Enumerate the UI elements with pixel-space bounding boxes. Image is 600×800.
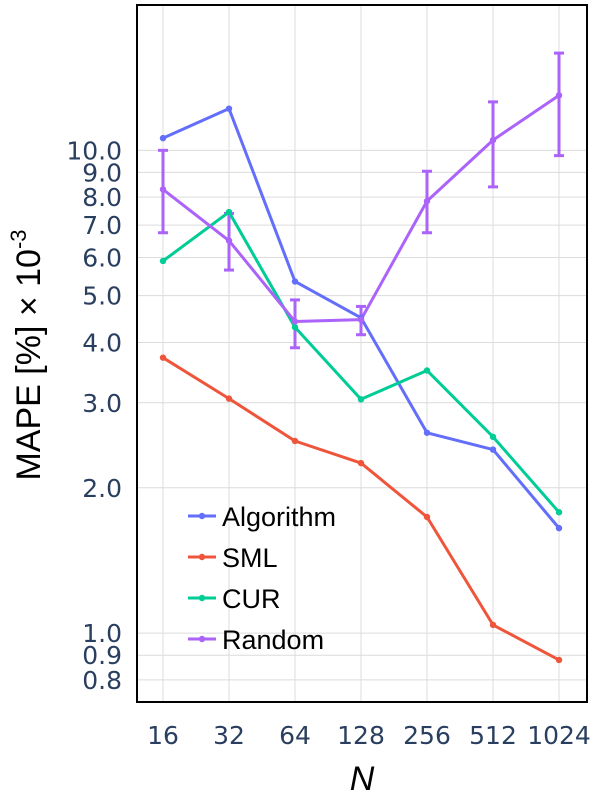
x-tick-label: 16 <box>147 721 179 750</box>
legend-item-cur: CUR <box>188 584 281 614</box>
data-point-random <box>225 237 233 244</box>
y-tick-label: 0.9 <box>82 641 122 670</box>
data-point-algorithm <box>555 524 563 532</box>
x-tick-label: 1024 <box>527 721 591 750</box>
legend-label: Random <box>222 625 324 655</box>
x-tick-label: 512 <box>469 721 517 750</box>
y-tick-label: 0.8 <box>82 666 122 695</box>
legend-marker <box>198 635 206 643</box>
error-bar <box>488 100 498 189</box>
data-point-random <box>555 92 563 99</box>
data-point-sml <box>423 513 431 521</box>
data-point-cur <box>555 509 563 516</box>
legend: Algorithm SML CUR Random <box>188 502 336 655</box>
legend-label: CUR <box>222 584 281 614</box>
data-point-sml <box>357 459 365 467</box>
error-bar <box>554 51 564 158</box>
data-point-cur <box>159 257 167 265</box>
data-point-algorithm <box>489 446 497 453</box>
data-point-sml <box>225 395 233 402</box>
tick-labels: 16 32 64 128 256 512 1024 0.80.91.0 2.0 3.0 4.0 5.0… <box>66 136 590 750</box>
legend-label: SML <box>222 543 278 573</box>
data-point-sml <box>555 656 563 664</box>
legend-item-sml: SML <box>188 543 278 573</box>
data-point-sml <box>159 354 167 361</box>
data-point-random <box>159 186 167 193</box>
y-tick-label: 10.0 <box>66 136 122 165</box>
data-point-cur <box>423 367 431 374</box>
x-tick-label: 64 <box>279 721 311 750</box>
y-tick-label: 3.0 <box>82 389 122 418</box>
y-tick-label: 6.0 <box>82 243 122 272</box>
data-point-sml <box>291 437 299 445</box>
data-point-cur <box>291 324 299 331</box>
legend-marker <box>198 553 206 561</box>
data-point-algorithm <box>225 105 233 112</box>
data-point-algorithm <box>159 134 167 142</box>
x-axis-title: N <box>350 760 375 798</box>
y-axis-title: MAPE [%] × 10-3 <box>6 229 48 480</box>
x-tick-label: 128 <box>337 721 385 750</box>
data-point-random <box>423 197 431 205</box>
data-point-random <box>489 136 497 144</box>
data-point-sml <box>489 621 497 629</box>
legend-label: Algorithm <box>222 502 336 532</box>
data-point-cur <box>357 396 365 403</box>
error-bars <box>158 51 564 350</box>
data-point-cur <box>225 208 233 216</box>
data-point-cur <box>489 433 497 441</box>
y-axis-title-main: MAPE [%] × 10 <box>10 249 48 481</box>
y-tick-label: 8.0 <box>82 183 122 212</box>
x-tick-label: 32 <box>213 721 245 750</box>
y-tick-label: 7.0 <box>82 211 122 240</box>
legend-item-random: Random <box>188 625 324 655</box>
x-tick-label: 256 <box>403 721 451 750</box>
legend-marker <box>198 512 206 520</box>
y-tick-label: 4.0 <box>82 328 122 357</box>
data-point-random <box>357 316 365 323</box>
y-tick-label: 5.0 <box>82 282 122 311</box>
legend-marker <box>198 594 206 602</box>
y-tick-label: 1.0 <box>82 619 122 648</box>
plot-frame <box>136 4 588 703</box>
data-point-algorithm <box>423 429 431 436</box>
data-point-algorithm <box>291 278 299 285</box>
y-tick-label: 9.0 <box>82 158 122 187</box>
y-axis-title-exponent: -3 <box>6 229 31 249</box>
series-points <box>159 92 563 664</box>
y-tick-label: 2.0 <box>82 474 122 503</box>
legend-item-algorithm: Algorithm <box>188 502 336 532</box>
data-point-random <box>291 318 299 325</box>
